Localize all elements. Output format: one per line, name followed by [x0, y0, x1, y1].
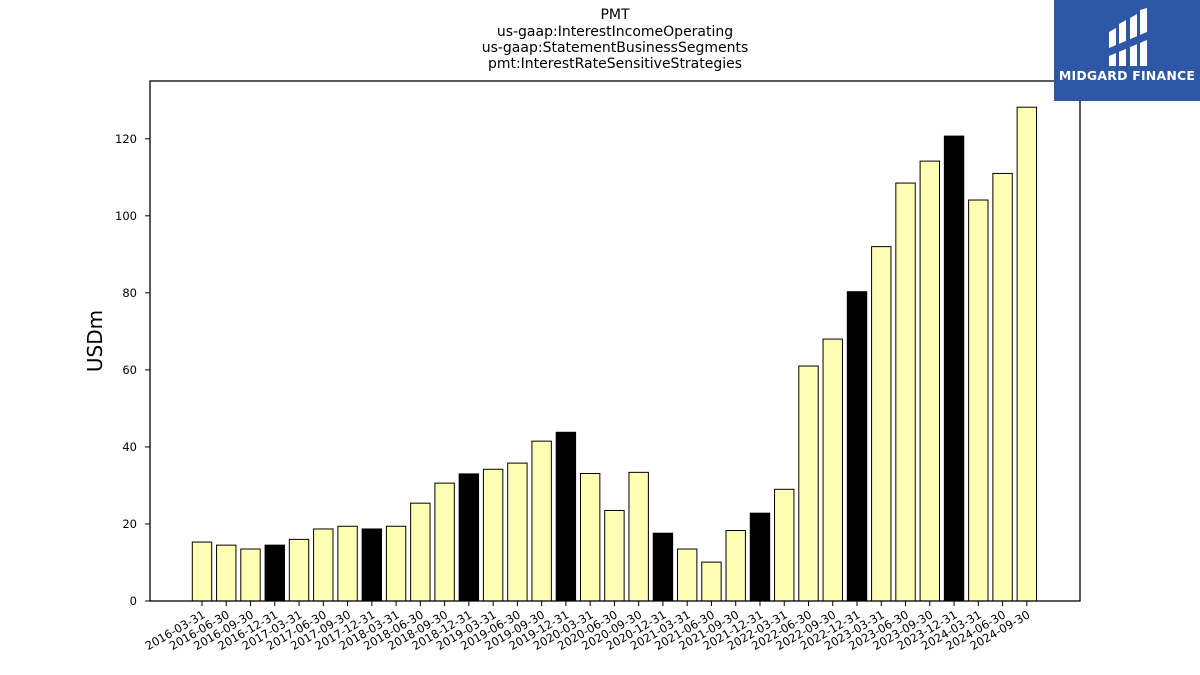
bar-2018-03-31: [385, 525, 407, 602]
bar-2023-09-30: [919, 160, 940, 602]
bar-2021-06-30: [701, 561, 722, 602]
logo-mark-icon: [1109, 8, 1147, 66]
y-axis: 0 20 40 60 80 100 120: [115, 132, 150, 608]
chart-subtitle-member: pmt:InterestRateSensitiveStrategies: [487, 56, 743, 72]
bar-2020-06-30: [604, 509, 625, 602]
bar-2021-09-30: [725, 530, 746, 602]
bar-2019-06-30: [507, 462, 528, 602]
bar-2023-12-31: [943, 135, 965, 602]
bar-2018-06-30: [410, 502, 431, 602]
y-tick-label: 40: [122, 440, 137, 454]
midgard-finance-logo: MIDGARD FINANCE: [1054, 0, 1200, 101]
y-axis-label: USDm: [83, 310, 107, 372]
bar-2019-03-31: [482, 468, 504, 602]
bar-2018-12-31: [458, 473, 480, 602]
chart-title: PMT: [600, 7, 630, 23]
bar-2017-06-30: [313, 528, 334, 602]
bar-2024-06-30: [992, 172, 1013, 602]
bar-2017-03-31: [288, 538, 310, 602]
bar-2021-03-31: [677, 548, 698, 602]
bar-2016-09-30: [240, 548, 261, 602]
bar-2020-09-30: [628, 471, 649, 602]
bar-2020-03-31: [579, 473, 601, 602]
bar-2022-09-30: [822, 338, 843, 602]
y-tick-label: 120: [115, 132, 137, 146]
bar-2024-09-30: [1016, 106, 1038, 602]
bar-2016-06-30: [216, 544, 237, 602]
bar-2022-03-31: [774, 488, 795, 602]
bar-2023-06-30: [895, 182, 916, 602]
bar-2017-12-31: [361, 528, 383, 602]
chart-subtitle-concept: us-gaap:InterestIncomeOperating: [496, 24, 734, 40]
chart-subtitle-axis: us-gaap:StatementBusinessSegments: [481, 40, 749, 56]
y-tick-label: 100: [115, 209, 137, 223]
bar-series: [191, 106, 1038, 602]
bar-2016-12-31: [264, 544, 285, 602]
plot-frame: [149, 80, 1081, 602]
bar-2018-09-30: [434, 482, 455, 602]
y-tick-label: 0: [130, 594, 137, 608]
bar-2019-12-31: [555, 431, 577, 602]
y-tick-label: 60: [122, 363, 137, 377]
bar-2022-12-31: [846, 291, 868, 602]
bar-2024-03-31: [968, 199, 989, 602]
bar-2016-03-31: [191, 541, 213, 602]
bar-2023-03-31: [871, 246, 892, 602]
bar-2021-12-31: [749, 512, 771, 602]
y-tick-label: 80: [122, 286, 137, 300]
bar-2019-09-30: [531, 440, 552, 602]
bar-2017-09-30: [337, 525, 358, 602]
bar-2020-12-31: [652, 532, 674, 602]
logo-text: MIDGARD FINANCE: [1058, 68, 1196, 83]
bar-2022-06-30: [798, 365, 819, 602]
y-tick-label: 20: [122, 517, 137, 531]
x-axis: 2016-03-312016-06-302016-09-302016-12-31…: [143, 601, 1032, 653]
